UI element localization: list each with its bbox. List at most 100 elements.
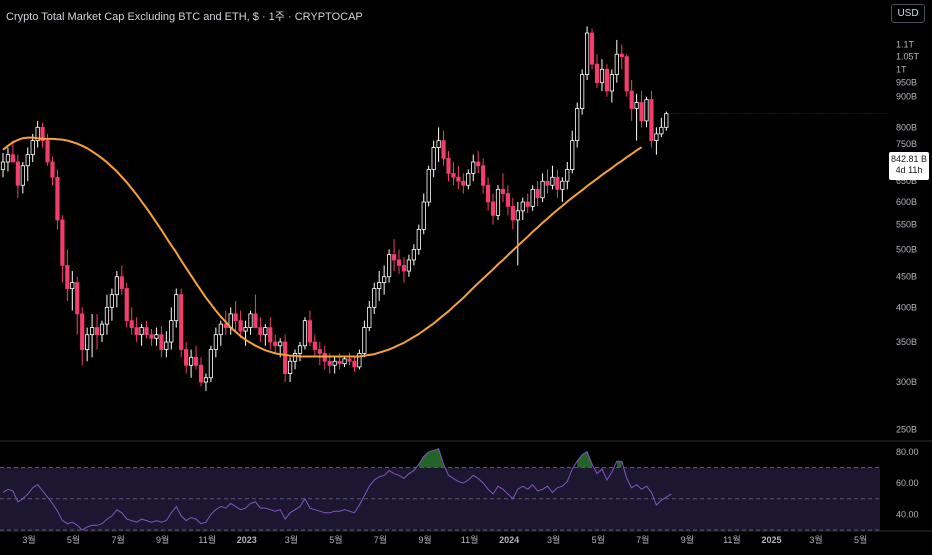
- time-axis-tick: 9월: [681, 534, 694, 545]
- candle-body: [406, 259, 412, 272]
- price-axis-tick: 900B: [896, 92, 917, 102]
- candle-body: [545, 180, 550, 186]
- candle-body: [213, 334, 218, 350]
- candle-body: [515, 210, 520, 221]
- candle-body: [337, 360, 342, 365]
- candle-body: [283, 341, 288, 374]
- candle-body: [75, 282, 80, 315]
- candle-body: [114, 276, 119, 296]
- time-axis-tick: 11월: [723, 534, 741, 545]
- time-axis-tick: 3월: [285, 534, 298, 545]
- candle-body: [585, 32, 590, 75]
- candle-body: [94, 327, 100, 336]
- candle-body: [174, 294, 179, 322]
- price-axis-tick: 650B: [896, 176, 917, 186]
- candle-body: [10, 154, 15, 163]
- candle-body: [411, 248, 416, 261]
- candle-body: [99, 323, 105, 336]
- candle-body: [540, 180, 545, 199]
- candle-body: [609, 74, 614, 92]
- candle-body: [505, 193, 511, 207]
- time-axis-tick: 5월: [329, 534, 342, 545]
- candle-body: [35, 126, 40, 142]
- candle-body: [20, 165, 25, 186]
- candle-body: [248, 313, 253, 328]
- candle-body: [614, 53, 619, 75]
- price-axis-tick: 400B: [896, 302, 917, 312]
- candle-body: [203, 377, 209, 383]
- candle-body: [481, 165, 486, 186]
- candle-body: [446, 157, 451, 174]
- candle-body: [456, 176, 461, 182]
- price-axis-tick: 300B: [896, 377, 917, 387]
- candle-body: [164, 341, 169, 350]
- candle-body: [184, 349, 189, 366]
- candle-body: [263, 327, 268, 336]
- candle-body: [421, 201, 426, 230]
- time-axis-tick: 11월: [198, 534, 216, 545]
- time-axis-tick: 9월: [418, 534, 431, 545]
- candle-body: [629, 90, 634, 109]
- candle-body: [30, 140, 35, 156]
- candle-body: [530, 188, 535, 207]
- time-axis-tick: 2025: [761, 535, 781, 545]
- candle-body: [243, 327, 248, 332]
- time-axis-tick: 7월: [111, 534, 124, 545]
- price-axis-tick: 350B: [896, 337, 917, 347]
- candle-body: [60, 219, 65, 266]
- candles-group: [0, 26, 669, 391]
- candle-body: [50, 161, 55, 178]
- candle-body: [654, 133, 659, 142]
- candle-body: [198, 364, 204, 383]
- candle-body: [119, 276, 124, 289]
- candle-body: [575, 108, 580, 142]
- candle-body: [268, 327, 273, 343]
- candle-body: [510, 205, 515, 221]
- candle-body: [495, 188, 501, 216]
- candle-body: [45, 140, 50, 163]
- currency-button[interactable]: USD: [891, 4, 925, 23]
- candle-body: [634, 102, 639, 109]
- candle-body: [253, 313, 258, 328]
- time-axis-tick: 2023: [237, 535, 257, 545]
- candle-body: [367, 306, 372, 328]
- candle-body: [619, 53, 624, 58]
- candle-body: [560, 180, 565, 190]
- candle-body: [416, 228, 421, 250]
- candle-body: [500, 188, 506, 194]
- candle-body: [65, 265, 70, 289]
- candle-body: [287, 360, 293, 374]
- candle-body: [327, 360, 332, 366]
- price-axis-tick: 950B: [896, 78, 917, 88]
- candle-body: [624, 56, 629, 92]
- candle-body: [154, 334, 159, 339]
- candle-body: [451, 172, 456, 178]
- candle-body: [5, 154, 11, 163]
- candle-body: [352, 360, 357, 368]
- candle-body: [55, 176, 60, 221]
- rsi-band: [0, 467, 880, 530]
- price-axis-tick: 1.1T: [896, 40, 915, 50]
- candle-body: [570, 140, 575, 170]
- time-axis-tick: 3월: [22, 534, 35, 545]
- last-price-value: 842.81 B: [890, 154, 928, 164]
- candle-body: [317, 349, 322, 354]
- time-axis-tick: 5월: [854, 534, 867, 545]
- last-price-tag: 842.81 B 4d 11h: [889, 152, 929, 180]
- candle-body: [208, 349, 213, 379]
- candle-body: [471, 161, 476, 174]
- price-axis-tick: 250B: [896, 424, 917, 434]
- candle-body: [382, 276, 387, 283]
- candle-body: [124, 288, 129, 322]
- candle-body: [85, 334, 90, 350]
- candle-body: [639, 102, 644, 122]
- price-axis-tick: 1T: [896, 64, 907, 74]
- rsi-overbought-fill: [418, 448, 622, 468]
- candle-body: [233, 313, 238, 322]
- candle-body: [520, 201, 525, 212]
- candle-body: [555, 176, 560, 190]
- candle-body: [357, 352, 362, 368]
- time-axis-tick: 11월: [461, 534, 479, 545]
- candle-body: [461, 180, 466, 186]
